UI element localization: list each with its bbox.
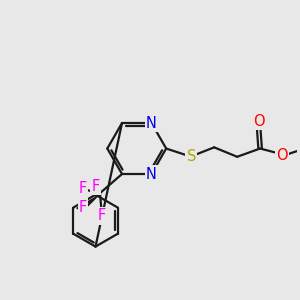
Text: O: O — [276, 148, 288, 164]
Text: N: N — [146, 116, 157, 130]
Text: F: F — [79, 200, 87, 214]
Text: F: F — [79, 181, 87, 196]
Text: F: F — [92, 179, 100, 194]
Text: F: F — [97, 208, 106, 223]
Text: S: S — [187, 149, 196, 164]
Text: O: O — [253, 114, 265, 129]
Text: N: N — [146, 167, 157, 182]
